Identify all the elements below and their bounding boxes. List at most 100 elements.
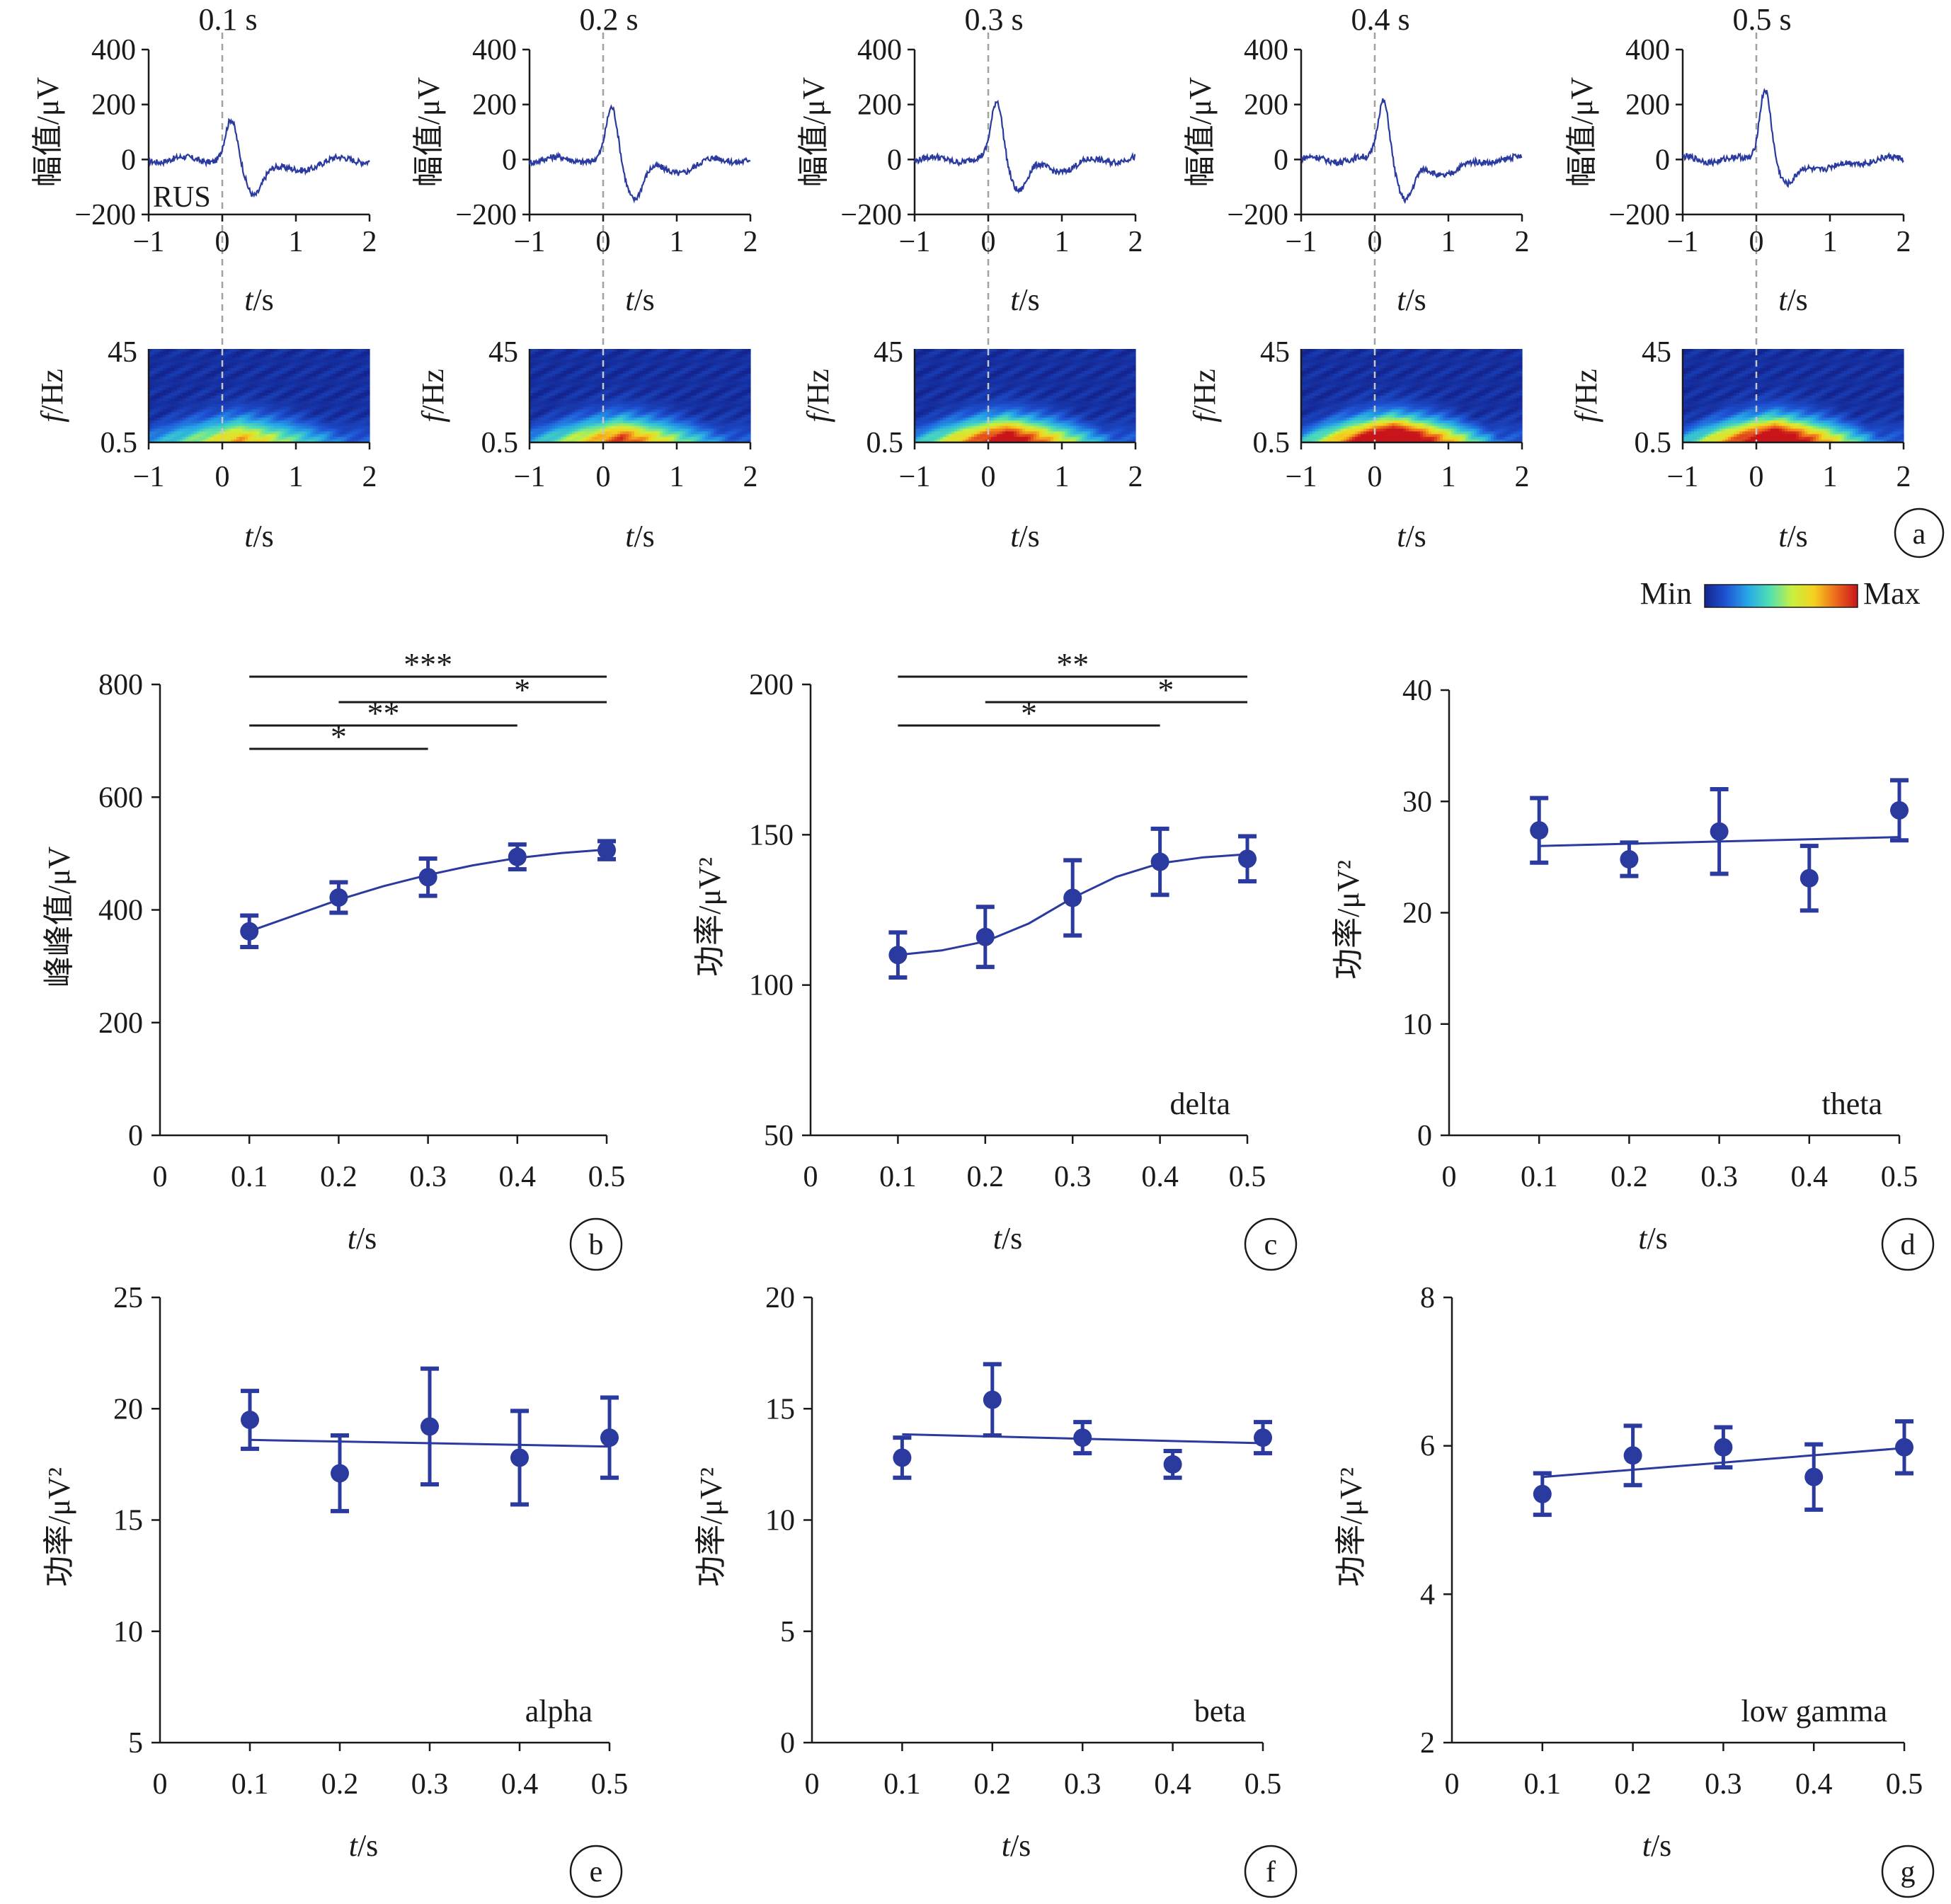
x-tick-label: 1 (1823, 226, 1838, 258)
x-tick-label: 0 (1368, 226, 1383, 258)
x-tick-label: 0.3 (1700, 1161, 1738, 1193)
x-tick-label: 0.4 (1791, 1161, 1829, 1193)
x-tick-label: 0.2 (320, 1161, 357, 1193)
spectrogram (1683, 349, 1904, 443)
data-point (1624, 1426, 1642, 1485)
x-tick-label: 1 (1055, 226, 1070, 258)
y-tick-label: 10 (1402, 1009, 1432, 1041)
x-tick-label: 0.5 (1245, 1768, 1282, 1801)
y-tick-label: −200 (74, 199, 136, 231)
y-axis-label: f/Hz (416, 369, 450, 423)
data-point (1164, 1451, 1182, 1478)
y-tick-label: 45 (488, 336, 518, 369)
x-axis-label: t/s (1642, 1828, 1672, 1863)
data-point (1710, 789, 1729, 874)
x-axis-label: t/s (1397, 519, 1426, 554)
x-tick-label: 0 (1749, 461, 1764, 493)
x-tick-label: −1 (1286, 226, 1317, 258)
significance-label: ** (1056, 646, 1089, 682)
data-point (419, 859, 437, 896)
y-axis-label: f/Hz (1569, 369, 1603, 423)
band-label: beta (1194, 1694, 1246, 1728)
x-tick-label: 0 (215, 461, 230, 493)
y-axis-label: 幅值/μV (411, 76, 446, 187)
y-tick-label: 0 (128, 1120, 143, 1152)
x-tick-label: 0.1 (231, 1161, 268, 1193)
y-tick-label: 200 (857, 89, 902, 122)
x-tick-label: 1 (1823, 461, 1838, 493)
y-tick-label: 10 (765, 1505, 795, 1537)
y-tick-label: 0.5 (101, 427, 138, 459)
y-tick-label: 6 (1420, 1430, 1435, 1463)
marker (1063, 889, 1082, 907)
panel-label: g (1901, 1856, 1916, 1888)
y-tick-label: 0 (1655, 144, 1670, 176)
y-tick-label: −200 (455, 199, 517, 231)
x-tick-label: 2 (1515, 226, 1530, 258)
marker (1533, 1485, 1552, 1503)
data-point (1890, 780, 1909, 840)
data-point (983, 1364, 1002, 1435)
marker (888, 946, 907, 964)
x-axis-label: t/s (244, 519, 274, 554)
x-tick-label: 0.2 (1610, 1161, 1648, 1193)
x-tick-label: 0.5 (591, 1768, 629, 1801)
y-tick-label: 0.5 (1635, 427, 1672, 459)
marker (600, 1428, 619, 1447)
condition-title: 0.4 s (1351, 2, 1409, 37)
x-tick-label: 0.5 (1229, 1161, 1266, 1193)
y-tick-label: 400 (91, 34, 136, 67)
marker (976, 928, 995, 946)
marker (1254, 1428, 1272, 1447)
x-tick-label: −1 (899, 226, 931, 258)
condition-title: 0.2 s (579, 2, 638, 37)
significance-label: * (331, 718, 347, 755)
data-point (329, 882, 348, 912)
data-point (1895, 1421, 1913, 1473)
panel-label: b (589, 1229, 604, 1261)
spectrogram (149, 349, 370, 443)
y-tick-label: 200 (98, 1007, 143, 1040)
x-axis-label: t/s (1010, 519, 1040, 554)
figure: 0.1 s−2000200400−1 0 1 2t/s幅值/μVRUS450.5−1 0… (0, 0, 1951, 1904)
marker (241, 1411, 259, 1429)
marker (893, 1448, 911, 1467)
colorbar-max-label: Max (1863, 576, 1921, 611)
spectrogram (1301, 349, 1523, 443)
x-tick-label: 0.2 (321, 1768, 359, 1801)
marker (1895, 1438, 1913, 1457)
spectrogram (530, 349, 751, 443)
x-tick-label: 0.3 (411, 1768, 449, 1801)
x-axis-label: t/s (349, 1828, 379, 1863)
y-tick-label: 0.5 (1253, 427, 1291, 459)
x-tick-label: 0.1 (883, 1768, 921, 1801)
x-tick-label: −1 (133, 226, 165, 258)
x-tick-label: 1 (670, 226, 685, 258)
y-axis-label: 幅值/μV (1564, 76, 1599, 187)
x-axis-label: t/s (1010, 282, 1040, 317)
data-point (1151, 829, 1169, 895)
erp-trace (915, 101, 1135, 192)
marker (510, 1448, 529, 1467)
band-label: theta (1821, 1086, 1882, 1121)
panel-label: f (1266, 1856, 1276, 1888)
y-tick-label: 200 (1244, 89, 1288, 122)
x-tick-label: 0.4 (1795, 1768, 1833, 1801)
significance-label: * (514, 672, 530, 708)
x-tick-label: 0 (215, 226, 230, 258)
marker (1530, 821, 1548, 839)
panel-label: a (1913, 518, 1926, 551)
x-tick-label: 0.5 (1886, 1768, 1923, 1801)
y-tick-label: 0.5 (866, 427, 904, 459)
x-tick-label: 2 (362, 226, 377, 258)
y-tick-label: 0 (887, 144, 902, 176)
